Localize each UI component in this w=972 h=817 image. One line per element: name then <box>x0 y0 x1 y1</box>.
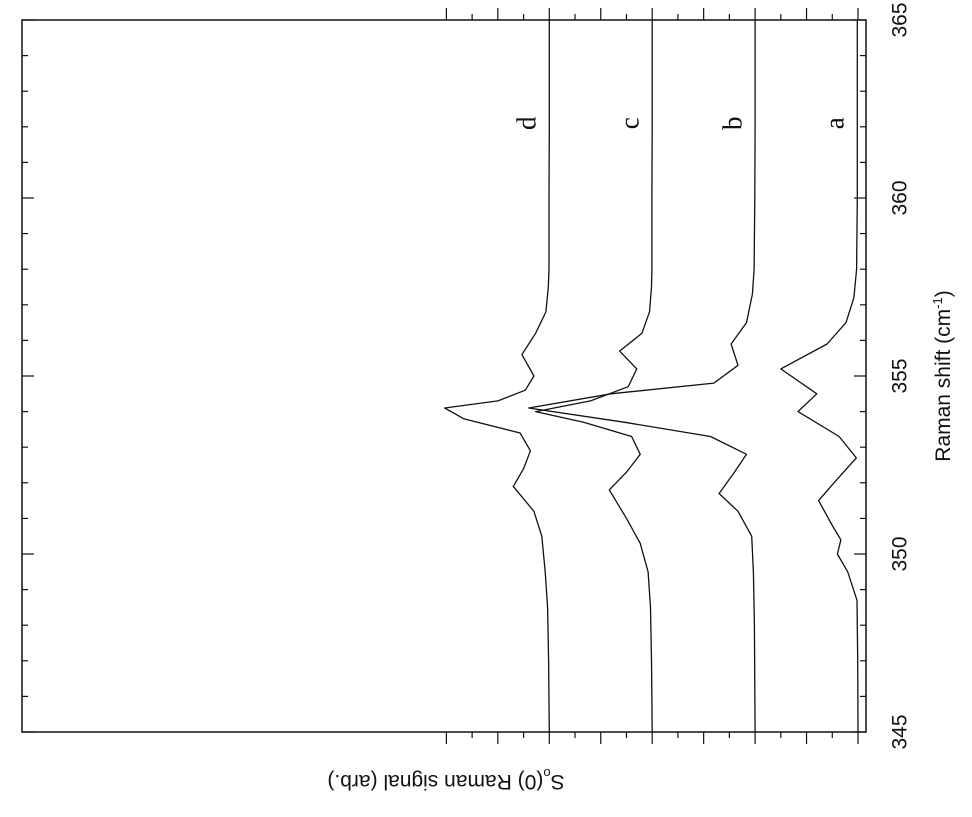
curve-labels: a b c d <box>512 116 850 130</box>
curve-label-b: b <box>717 116 747 129</box>
x-axis-title: Raman shift (cm-1) <box>930 290 955 461</box>
x-tick-label: 345 <box>889 714 912 749</box>
ticks <box>22 8 866 744</box>
spectrum-curve-b <box>528 20 756 733</box>
tick-labels: 345 350 355 360 365 <box>889 2 912 749</box>
spectra-curves <box>444 20 859 733</box>
x-tick-label: 360 <box>889 180 912 215</box>
spectrum-curve-c <box>534 20 653 733</box>
curve-label-c: c <box>614 117 644 129</box>
x-tick-label: 355 <box>889 358 912 393</box>
y-axis-title: So(0) Raman signal (arb.) <box>327 766 564 793</box>
curve-label-d: d <box>512 116 542 130</box>
spectrum-curve-a <box>780 20 859 733</box>
x-tick-label: 350 <box>889 536 912 571</box>
x-tick-label: 365 <box>889 2 912 37</box>
spectrum-curve-d <box>444 20 550 733</box>
curve-label-a: a <box>820 117 850 129</box>
